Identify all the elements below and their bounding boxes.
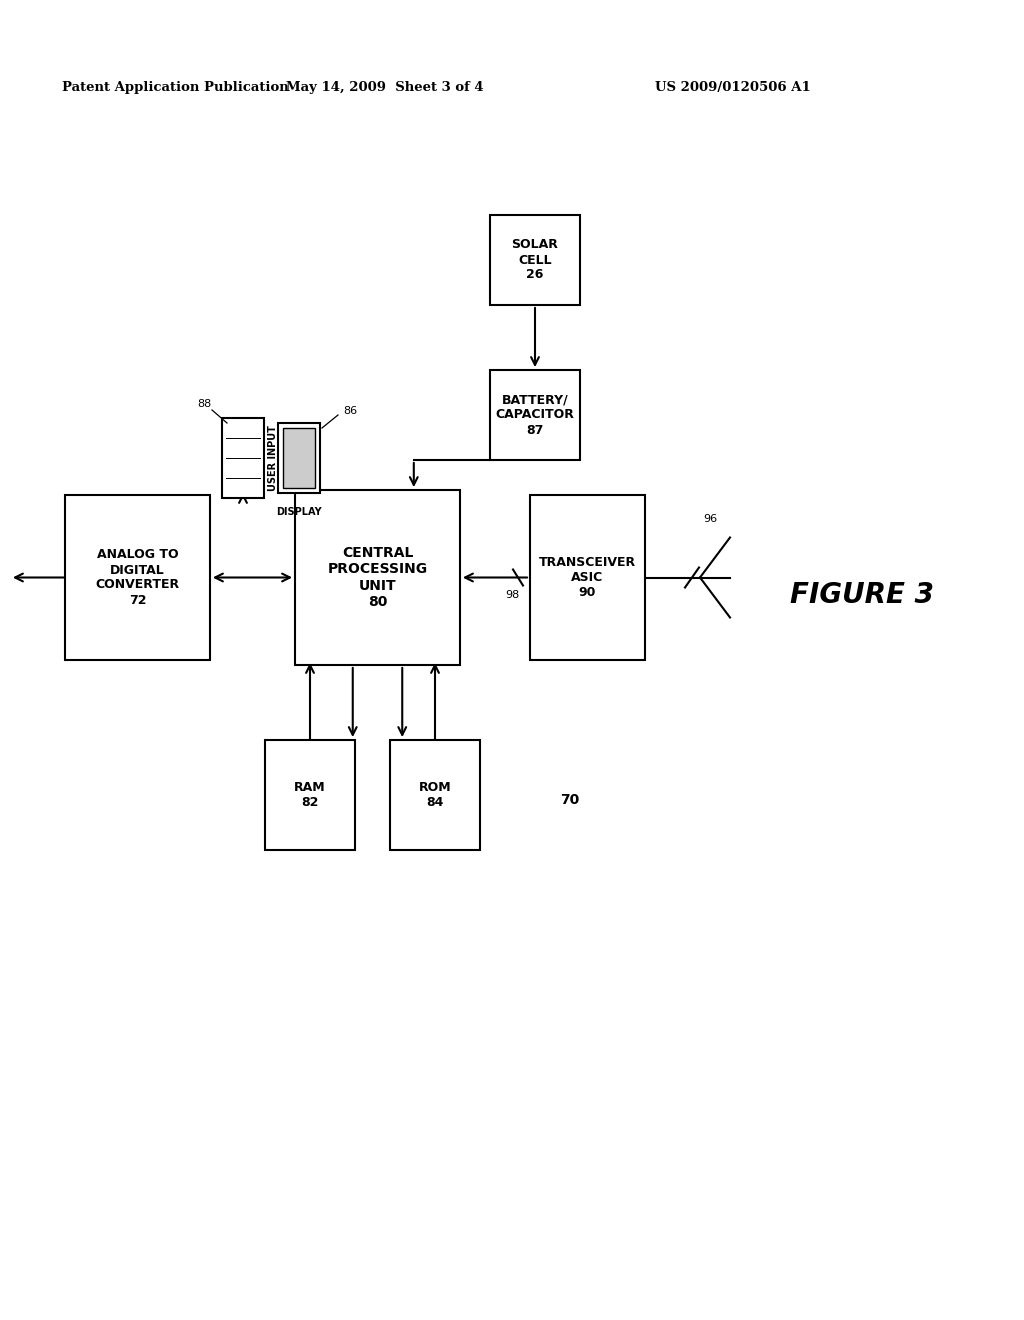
Text: 70: 70 — [560, 793, 580, 807]
Bar — [265, 741, 355, 850]
Text: 98: 98 — [505, 590, 519, 601]
Text: USER INPUT: USER INPUT — [268, 425, 278, 491]
Text: 86: 86 — [343, 407, 357, 416]
Text: 88: 88 — [197, 399, 211, 409]
Bar — [65, 495, 210, 660]
Text: TRANSCEIVER
ASIC
90: TRANSCEIVER ASIC 90 — [539, 556, 636, 599]
Text: Patent Application Publication: Patent Application Publication — [62, 82, 289, 95]
Bar — [530, 495, 645, 660]
Text: BATTERY/
CAPACITOR
87: BATTERY/ CAPACITOR 87 — [496, 393, 574, 437]
Text: ANALOG TO
DIGITAL
CONVERTER
72: ANALOG TO DIGITAL CONVERTER 72 — [95, 549, 179, 606]
Text: DISPLAY: DISPLAY — [276, 507, 322, 517]
Bar — [295, 490, 460, 665]
Text: May 14, 2009  Sheet 3 of 4: May 14, 2009 Sheet 3 of 4 — [286, 82, 483, 95]
Bar — [490, 370, 580, 459]
Text: 96: 96 — [702, 515, 717, 524]
Text: US 2009/0120506 A1: US 2009/0120506 A1 — [655, 82, 811, 95]
Text: RAM
82: RAM 82 — [294, 781, 326, 809]
Bar — [283, 428, 315, 488]
Text: FIGURE 3: FIGURE 3 — [790, 581, 934, 609]
Text: ROM
84: ROM 84 — [419, 781, 452, 809]
Bar — [490, 215, 580, 305]
Text: CENTRAL
PROCESSING
UNIT
80: CENTRAL PROCESSING UNIT 80 — [328, 546, 428, 609]
Text: SOLAR
CELL
26: SOLAR CELL 26 — [512, 239, 558, 281]
Bar — [278, 422, 319, 492]
Bar — [222, 418, 264, 498]
Bar — [390, 741, 480, 850]
